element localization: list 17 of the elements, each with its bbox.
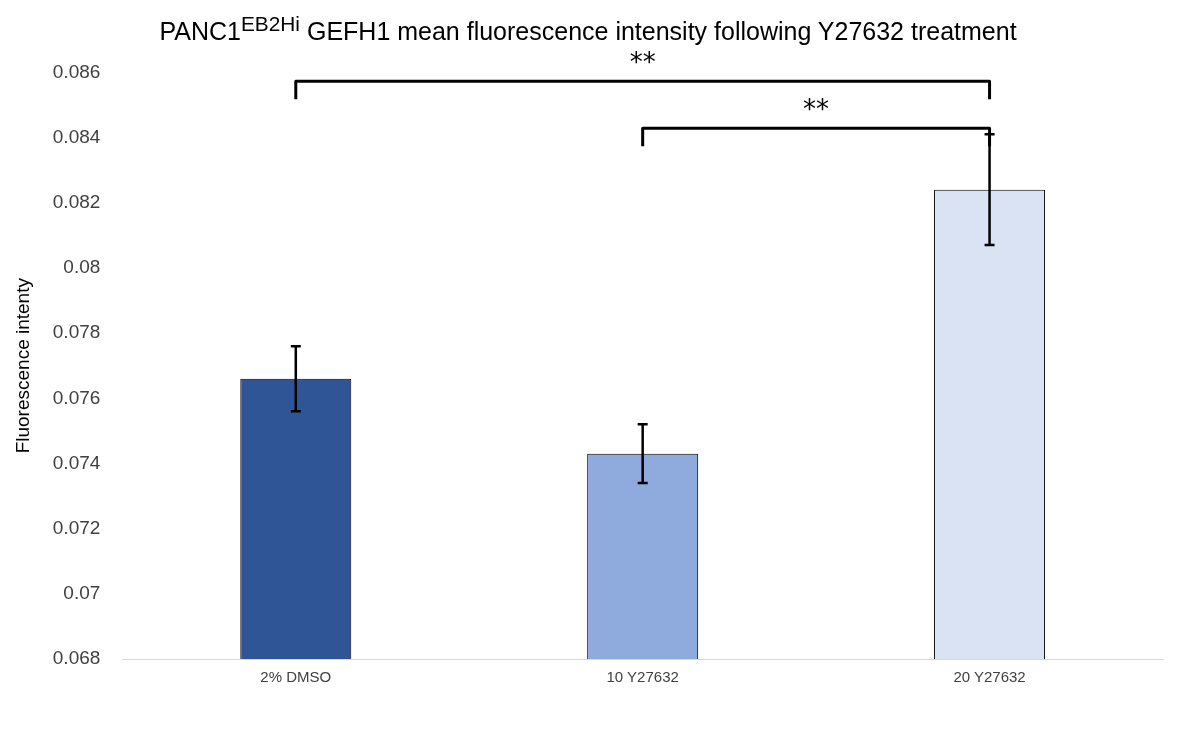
y-axis-title: Fluorescence intenty — [11, 277, 33, 454]
x-tick-label: 20 Y27632 — [953, 668, 1026, 686]
y-tick-label: 0.08 — [63, 256, 101, 278]
y-tick-label: 0.084 — [52, 126, 101, 148]
y-tick-label: 0.068 — [52, 647, 101, 669]
y-tick-label: 0.072 — [52, 517, 101, 539]
y-tick-label: 0.076 — [52, 386, 101, 408]
x-tick-label: 10 Y27632 — [606, 668, 679, 686]
chart-title: PANC1$^{EB2Hi}$ GEFH1 mean fluorescence intensity following Y27632 treatment — [158, 11, 1018, 48]
annotation: ** — [803, 94, 830, 125]
y-tick-label: 0.07 — [63, 582, 101, 604]
y-tick-label: 0.082 — [52, 191, 101, 213]
y-tick-label: 0.074 — [52, 452, 101, 474]
annotation: ** — [629, 47, 656, 78]
x-tick-label: 2% DMSO — [260, 668, 332, 686]
y-tick-label: 0.086 — [52, 60, 101, 82]
y-tick-label: 0.078 — [52, 321, 101, 343]
